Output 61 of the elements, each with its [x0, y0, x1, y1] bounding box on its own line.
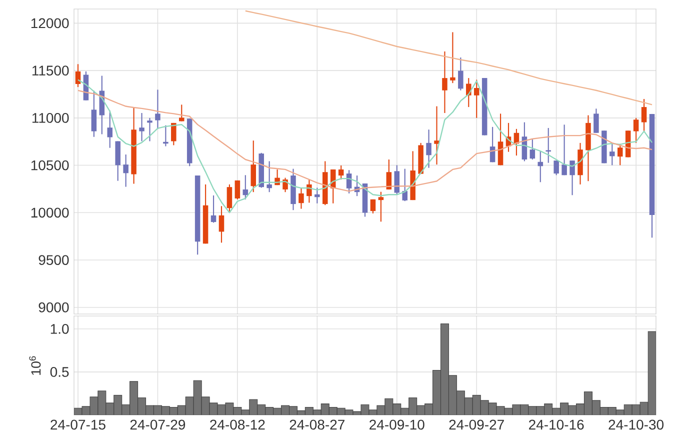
candlestick	[426, 129, 432, 168]
candlestick	[370, 198, 376, 214]
candlestick	[298, 187, 304, 210]
candlestick	[282, 177, 288, 193]
x-tick-label: 24-07-29	[130, 420, 186, 430]
x-tick-label: 24-07-15	[50, 420, 106, 430]
candlestick	[107, 110, 113, 148]
y-tick-label: 0.5	[50, 367, 69, 377]
candlestick	[570, 160, 575, 196]
y-tick-label: 1.0	[50, 324, 69, 334]
candlestick	[155, 89, 160, 130]
candlestick	[91, 90, 97, 138]
candlestick	[226, 184, 232, 214]
y-tick-label: 10500	[31, 160, 69, 170]
candlestick	[530, 138, 536, 160]
candlestick	[338, 164, 344, 180]
candlestick	[617, 143, 623, 166]
candlestick	[147, 117, 152, 142]
candlestick	[474, 79, 480, 118]
candlestick	[242, 174, 248, 200]
candlestick	[234, 180, 240, 200]
candlestick	[306, 178, 312, 204]
y-tick-label: 9000	[38, 302, 69, 312]
candlestick	[594, 108, 599, 134]
x-tick-label: 24-10-16	[529, 420, 584, 430]
candlestick	[210, 194, 216, 224]
candlestick	[314, 187, 320, 204]
candlestick	[641, 98, 647, 132]
candlestick	[115, 140, 120, 182]
candlestick	[466, 78, 472, 108]
candlestick	[179, 104, 184, 122]
candlestick	[434, 106, 440, 166]
candlestick	[394, 164, 400, 195]
candlestick	[554, 160, 559, 176]
candlestick	[562, 124, 567, 176]
candlestick	[386, 158, 392, 190]
y-axis-title: 10$^{6}$	[29, 356, 41, 375]
candlestick	[139, 112, 144, 142]
candlestick	[442, 50, 448, 114]
candlestick	[450, 32, 456, 84]
candlestick	[633, 117, 639, 144]
candlestick	[402, 168, 408, 202]
candlestick	[218, 206, 224, 244]
candlestick	[123, 154, 128, 188]
candlestick	[250, 140, 256, 193]
x-tick-label: 24-08-27	[290, 420, 344, 430]
candlestick	[378, 191, 384, 222]
y-tick-label: 12000	[31, 18, 69, 28]
candlestick	[546, 127, 551, 164]
y-tick-label: 10000	[31, 208, 69, 218]
y-tick-label: 11500	[32, 66, 69, 76]
y-tick-label: 11000	[32, 112, 69, 123]
x-tick-label: 24-09-27	[449, 420, 504, 430]
candlestick	[610, 142, 615, 166]
x-tick-label: 24-08-12	[210, 420, 265, 430]
candlestick	[163, 124, 168, 147]
x-tick-label: 24-10-30	[608, 420, 664, 430]
candlestick	[458, 56, 464, 91]
candlestick	[266, 160, 272, 193]
y-tick-label: 9500	[38, 255, 69, 265]
x-tick-label: 24-09-10	[370, 420, 424, 430]
